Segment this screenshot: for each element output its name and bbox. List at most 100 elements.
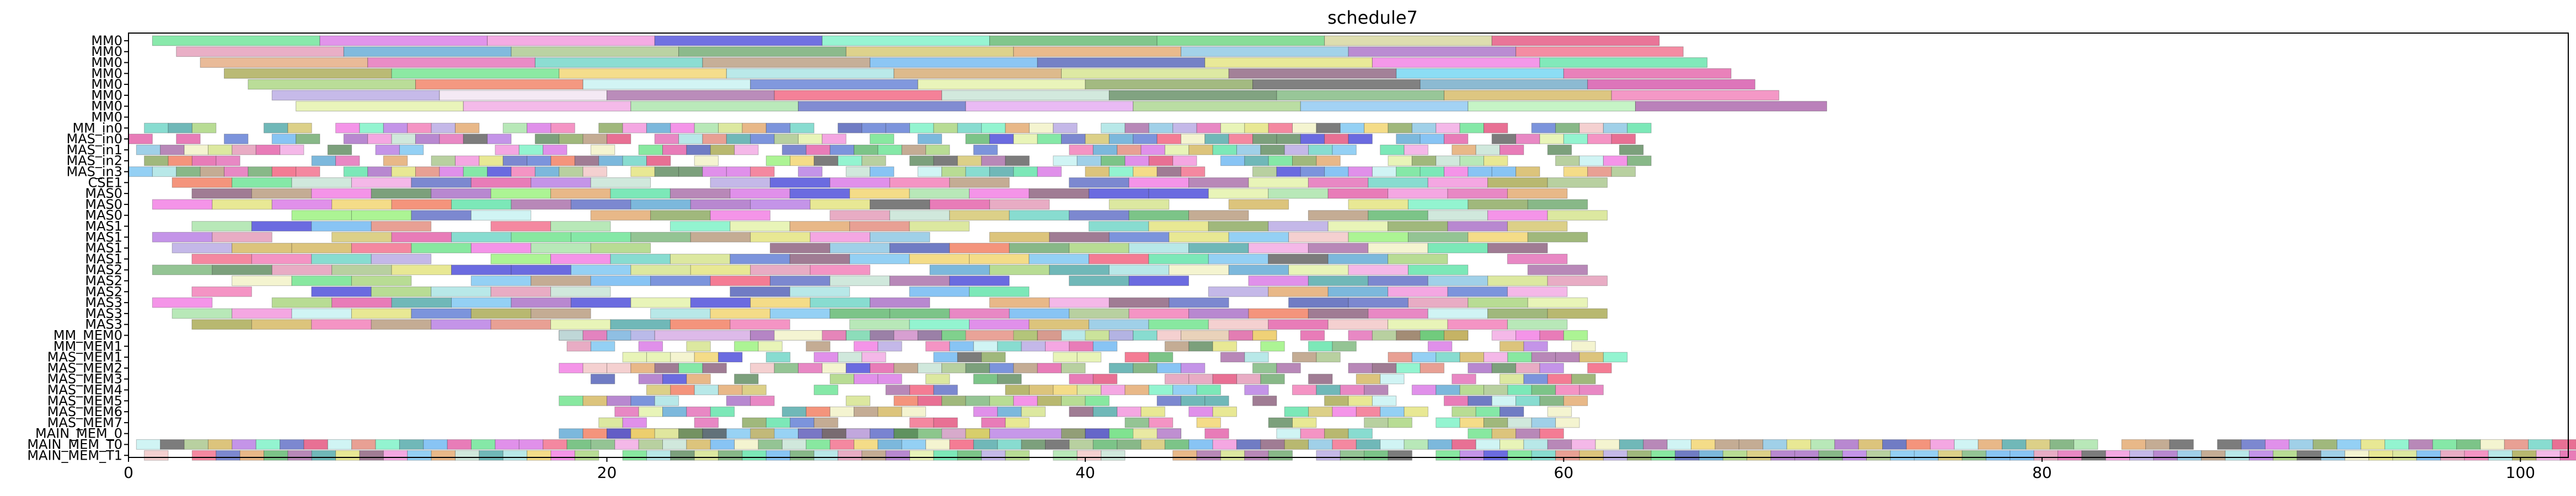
bar-segment	[1252, 133, 1277, 144]
bar-segment	[870, 57, 1038, 68]
bar-segment	[1069, 406, 1094, 417]
bar-segment	[1842, 450, 1867, 461]
bar-segment	[929, 199, 990, 210]
bar-segment	[570, 199, 631, 210]
bar-segment	[1260, 144, 1285, 155]
bar-segment	[511, 166, 535, 177]
bar-segment	[490, 286, 551, 297]
bar-segment	[1547, 276, 1608, 286]
bar-segment	[822, 330, 847, 341]
bar-segment	[391, 166, 416, 177]
bar-segment	[2360, 439, 2385, 450]
bar-segment	[790, 155, 815, 166]
bar-segment	[877, 439, 902, 450]
bar-segment	[1260, 341, 1285, 352]
bar-segment	[383, 122, 408, 133]
bar-segment	[296, 101, 464, 112]
bar-segment	[1332, 406, 1357, 417]
bar-segment	[1088, 221, 1149, 231]
bar-segment	[1651, 450, 1675, 461]
bar-segment	[1101, 450, 1126, 461]
bar-segment	[415, 166, 440, 177]
bar-segment	[1531, 417, 1556, 428]
bar-segment	[1156, 166, 1181, 177]
bar-segment	[2536, 450, 2561, 461]
bar-segment	[638, 374, 663, 385]
bar-segment	[989, 363, 1014, 374]
bar-segment	[232, 439, 256, 450]
bar-segment	[774, 363, 799, 374]
bar-segment	[1188, 341, 1213, 352]
bar-segment	[849, 188, 910, 199]
bar-segment	[765, 155, 791, 166]
bar-segment	[1169, 231, 1229, 242]
bar-segment	[351, 308, 412, 319]
y-tick-label: MAIN_MEM_0	[35, 426, 122, 441]
bar-segment	[909, 221, 970, 231]
bar-segment	[200, 57, 368, 68]
bar-segment	[726, 395, 751, 406]
bar-segment	[1284, 406, 1309, 417]
bar-segment	[750, 265, 811, 276]
bar-segment	[1164, 144, 1190, 155]
bar-segment	[1587, 166, 1612, 177]
bar-segment	[415, 133, 440, 144]
bar-segment	[232, 308, 292, 319]
bar-segment	[1507, 254, 1568, 265]
bar-segment	[1555, 352, 1580, 363]
bar-segment	[702, 133, 727, 144]
bar-segment	[1595, 439, 1620, 450]
bar-segment	[789, 286, 850, 297]
bar-segment	[1475, 439, 1501, 450]
bar-segment	[212, 231, 272, 242]
bar-segment	[439, 166, 464, 177]
bar-segment	[1053, 352, 1078, 363]
bar-segment	[1077, 450, 1102, 461]
bar-segment	[1188, 177, 1249, 188]
bar-segment	[1124, 155, 1149, 166]
bar-segment	[407, 450, 432, 461]
bar-segment	[889, 242, 950, 254]
bar-segment	[1443, 330, 1469, 341]
bar-segment	[574, 155, 599, 166]
bar-segment	[1288, 297, 1349, 308]
bar-segment	[1196, 417, 1221, 428]
bar-segment	[371, 188, 432, 199]
bar-segment	[311, 286, 372, 297]
bar-segment	[694, 417, 719, 428]
bar-segment	[2321, 450, 2345, 461]
bar-segment	[1248, 276, 1309, 286]
bar-segment	[650, 308, 711, 319]
bar-segment	[678, 46, 847, 57]
bar-segment	[1260, 439, 1285, 450]
bar-segment	[152, 166, 177, 177]
bar-segment	[331, 199, 392, 210]
bar-segment	[965, 133, 990, 144]
bar-segment	[686, 374, 711, 385]
bar-segment	[670, 352, 695, 363]
bar-segment	[191, 319, 252, 330]
bar-segment	[566, 439, 591, 450]
bar-segment	[1117, 439, 1142, 450]
bar-segment	[1300, 428, 1325, 439]
bar-segment	[1539, 428, 1564, 439]
y-tick-label: MAS_in2	[66, 153, 122, 169]
bar-segment	[917, 133, 942, 144]
bar-segment	[1148, 254, 1209, 265]
bar-segment	[734, 144, 759, 155]
bar-segment	[1009, 210, 1070, 221]
bar-segment	[479, 450, 504, 461]
bar-segment	[1208, 188, 1269, 199]
bar-segment	[1009, 242, 1070, 254]
bar-segment	[1531, 450, 1556, 461]
bar-segment	[1156, 133, 1181, 144]
bar-segment	[415, 79, 583, 90]
bar-segment	[710, 308, 770, 319]
bar-segment	[1332, 341, 1357, 352]
bar-segment	[1818, 450, 1843, 461]
bar-segment	[1324, 133, 1349, 144]
bar-segment	[1619, 144, 1644, 155]
bar-segment	[1092, 144, 1118, 155]
bar-segment	[2241, 439, 2266, 450]
bar-segment	[1308, 276, 1369, 286]
